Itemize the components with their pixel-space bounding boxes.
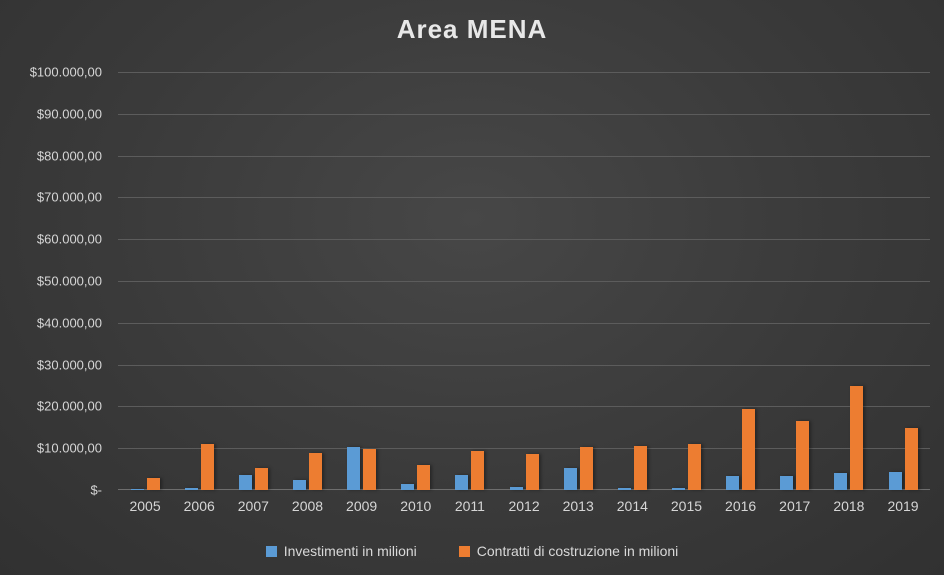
bar-group [768, 72, 822, 490]
bar[interactable] [888, 472, 902, 490]
x-axis-tick-label: 2016 [725, 498, 757, 514]
bar[interactable] [525, 453, 539, 490]
bar[interactable] [904, 428, 918, 490]
bar[interactable] [579, 446, 593, 490]
gridline [118, 113, 930, 115]
bar-group [659, 72, 713, 490]
legend-swatch-icon [458, 545, 470, 557]
bar[interactable] [563, 467, 577, 490]
y-axis-tick-label: $20.000,00 [36, 398, 102, 414]
legend-label: Contratti di costruzione in milioni [476, 543, 679, 559]
bar-group [497, 72, 551, 490]
x-axis-tick-label: 2015 [670, 498, 703, 514]
bar[interactable] [363, 448, 377, 490]
gridline [118, 322, 930, 324]
y-axis-tick-label: $80.000,00 [36, 148, 102, 164]
bar-group [822, 72, 876, 490]
y-axis-tick-label: $100.000,00 [29, 64, 102, 80]
gridline [118, 364, 930, 366]
y-axis-tick-label: $10.000,00 [36, 440, 102, 456]
bar[interactable] [347, 446, 361, 490]
gridline [118, 489, 930, 490]
y-axis-tick-label: $- [90, 482, 102, 498]
x-axis-tick-label: 2005 [129, 498, 161, 514]
x-axis-tick-label: 2013 [562, 498, 594, 514]
bar[interactable] [401, 483, 415, 490]
y-axis-tick-label: $30.000,00 [36, 357, 102, 373]
bar-group [226, 72, 280, 490]
bar-group [335, 72, 389, 490]
y-axis: $- $10.000,00 $20.000,00 $30.000,00 $40.000,… [0, 65, 110, 498]
plot-area [118, 72, 930, 490]
bar-group [389, 72, 443, 490]
bar[interactable] [200, 444, 214, 490]
bar-group [172, 72, 226, 490]
bar-group [876, 72, 930, 490]
x-axis-tick-label: 2008 [291, 498, 324, 514]
chart-title: Area MENA [396, 14, 548, 44]
y-axis-tick-label: $70.000,00 [36, 189, 102, 205]
x-axis-tick-label: 2009 [346, 498, 378, 514]
gridline [118, 197, 930, 199]
gridline [118, 406, 930, 408]
bar[interactable] [671, 488, 685, 490]
x-axis-tick-label: 2019 [887, 498, 919, 514]
x-axis-tick-label: 2012 [508, 498, 540, 514]
legend-label: Investimenti in milioni [283, 543, 417, 559]
bar[interactable] [184, 487, 198, 490]
gridline [118, 281, 930, 282]
legend: Investimenti in milioni Contratti di cost… [0, 543, 944, 559]
bar-group [443, 72, 497, 490]
legend-swatch-icon [265, 545, 277, 557]
bar[interactable] [687, 444, 701, 490]
bar-groups [118, 72, 930, 490]
bar-group [551, 72, 605, 490]
x-axis-tick-label: 2007 [237, 498, 269, 514]
y-axis-tick-label: $60.000,00 [36, 231, 102, 247]
bar[interactable] [834, 473, 848, 490]
bar-group [280, 72, 334, 490]
gridline [118, 72, 930, 73]
bar[interactable] [780, 475, 794, 490]
gridline [118, 239, 930, 241]
x-axis-tick-label: 2011 [454, 498, 485, 514]
bar-group [714, 72, 768, 490]
bar[interactable] [850, 386, 864, 490]
bar[interactable] [742, 408, 756, 490]
bar[interactable] [417, 465, 431, 490]
y-axis-tick-label: $50.000,00 [36, 273, 102, 289]
gridline [118, 155, 930, 157]
bar[interactable] [146, 478, 160, 490]
x-axis-tick-label: 2018 [833, 498, 865, 514]
bar[interactable] [796, 421, 810, 490]
bar[interactable] [455, 474, 469, 490]
bar[interactable] [254, 468, 268, 490]
x-axis-tick-label: 2006 [183, 498, 215, 514]
bar[interactable] [509, 486, 523, 490]
y-axis-tick-label: $40.000,00 [36, 315, 102, 331]
bar-group [118, 72, 172, 490]
bar[interactable] [471, 451, 485, 490]
bar[interactable] [238, 475, 252, 490]
bar[interactable] [617, 488, 631, 490]
x-axis: 2005 2006 2007 2008 2009 2010 2011 2012 2013 2014… [118, 498, 930, 514]
bar[interactable] [726, 476, 740, 490]
bar[interactable] [292, 479, 306, 490]
bar[interactable] [130, 489, 144, 490]
x-axis-tick-label: 2010 [400, 498, 432, 514]
bar-group [605, 72, 659, 490]
bar[interactable] [633, 445, 647, 490]
x-axis-tick-label: 2017 [779, 498, 811, 514]
bar[interactable] [308, 453, 322, 490]
legend-item[interactable]: Contratti di costruzione in milioni [458, 543, 679, 559]
legend-item[interactable]: Investimenti in milioni [265, 543, 417, 559]
gridline [118, 448, 930, 450]
x-axis-tick-label: 2014 [616, 498, 648, 514]
y-axis-tick-label: $90.000,00 [36, 106, 102, 122]
